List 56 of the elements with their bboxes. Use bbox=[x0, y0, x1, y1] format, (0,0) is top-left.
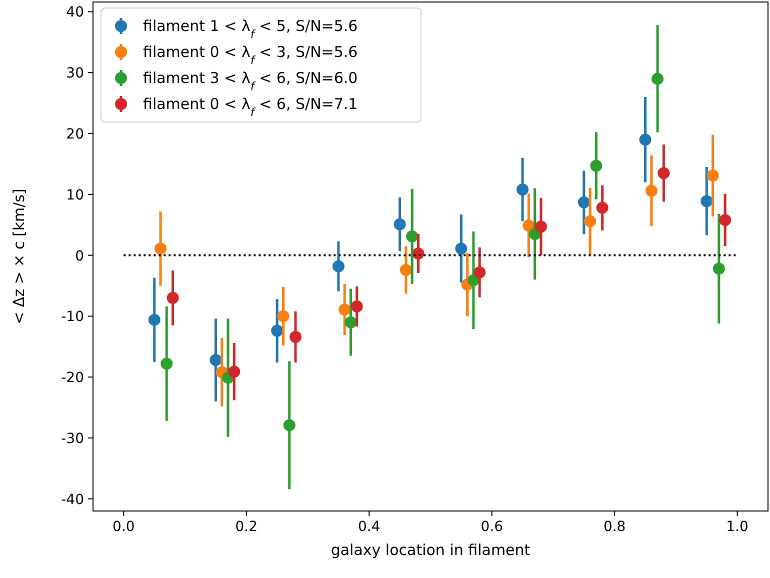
x-tick-label: 0.4 bbox=[358, 519, 380, 535]
point bbox=[700, 195, 713, 208]
point bbox=[516, 184, 529, 196]
y-tick-label: 0 bbox=[75, 248, 84, 264]
point bbox=[645, 184, 658, 197]
point bbox=[578, 196, 590, 208]
legend-label: filament 0 < λ$_{f}$ < 6, S/N=7.1 bbox=[143, 95, 358, 118]
point bbox=[210, 354, 222, 366]
y-tick-label: -10 bbox=[61, 309, 84, 326]
point bbox=[394, 218, 406, 230]
point bbox=[712, 262, 725, 275]
point bbox=[148, 314, 160, 326]
y-tick-label: -30 bbox=[61, 430, 84, 447]
point bbox=[344, 316, 357, 328]
point bbox=[406, 230, 418, 242]
x-tick-label: 0.0 bbox=[112, 519, 135, 535]
point bbox=[166, 292, 179, 304]
point bbox=[639, 134, 652, 146]
point bbox=[160, 358, 173, 370]
x-tick-label: 0.8 bbox=[603, 519, 626, 535]
point bbox=[719, 214, 732, 226]
legend-label: filament 3 < λ$_{f}$ < 6, S/N=6.0 bbox=[143, 69, 358, 92]
y-tick-label: -20 bbox=[61, 370, 84, 386]
legend-label: filament 1 < λ$_{f}$ < 5, S/N=5.6 bbox=[143, 17, 358, 40]
x-axis-title: galaxy location in filament bbox=[330, 541, 530, 559]
point bbox=[652, 72, 664, 85]
point bbox=[455, 242, 468, 255]
point bbox=[590, 160, 602, 172]
point bbox=[350, 300, 363, 312]
point bbox=[412, 247, 424, 260]
point bbox=[154, 242, 166, 255]
point bbox=[277, 310, 290, 322]
y-axis-title: < Δz > × c [km/s] bbox=[10, 188, 28, 324]
legend-label: filament 0 < λ$_{f}$ < 3, S/N=5.6 bbox=[143, 43, 358, 66]
point bbox=[228, 366, 240, 378]
x-tick-label: 1.0 bbox=[726, 519, 748, 535]
point bbox=[658, 167, 670, 180]
y-tick-label: 20 bbox=[66, 126, 84, 143]
point bbox=[584, 215, 596, 228]
point bbox=[400, 264, 412, 276]
point bbox=[290, 330, 302, 343]
point bbox=[271, 324, 284, 337]
x-tick-label: 0.2 bbox=[235, 519, 258, 535]
point bbox=[706, 170, 719, 182]
point bbox=[534, 220, 547, 233]
point bbox=[332, 260, 344, 272]
y-tick-label: 10 bbox=[66, 187, 84, 204]
x-tick-label: 0.6 bbox=[480, 519, 504, 535]
point bbox=[338, 303, 351, 316]
point bbox=[283, 419, 296, 432]
point bbox=[596, 202, 608, 214]
y-tick-label: 40 bbox=[66, 4, 84, 21]
point bbox=[522, 219, 535, 232]
point bbox=[474, 266, 486, 278]
y-tick-label: 30 bbox=[66, 66, 84, 82]
y-tick-label: -40 bbox=[61, 492, 84, 508]
